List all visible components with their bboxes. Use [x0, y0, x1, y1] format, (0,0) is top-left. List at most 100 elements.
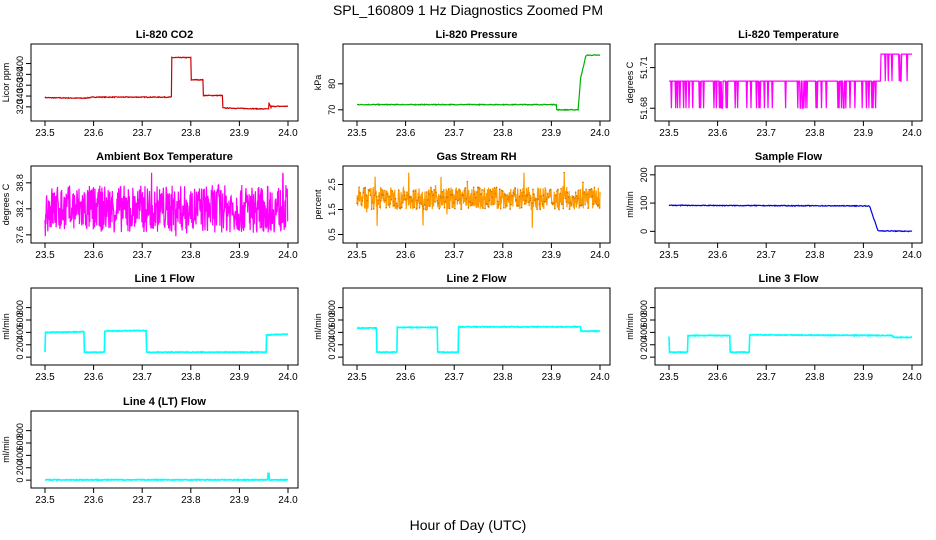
data-point: [484, 207, 486, 210]
data-point: [506, 204, 508, 207]
x-tick-label: 23.6: [708, 372, 728, 383]
y-axis-label: percent: [313, 189, 323, 220]
series-line: [669, 53, 912, 109]
data-point: [458, 188, 460, 191]
x-tick-label: 23.7: [756, 128, 776, 139]
data-point: [483, 190, 485, 192]
y-tick-label: 400: [15, 448, 25, 463]
data-point: [541, 203, 544, 205]
data-point: [438, 207, 441, 210]
data-point: [595, 203, 598, 205]
data-point: [357, 197, 359, 200]
data-point: [365, 194, 368, 196]
data-point: [390, 198, 393, 201]
data-point: [532, 188, 534, 191]
data-point: [362, 191, 365, 194]
data-point: [407, 193, 409, 196]
y-tick-label: 600: [15, 435, 25, 450]
data-point: [486, 203, 488, 205]
data-point: [435, 191, 437, 194]
x-tick-label: 23.6: [84, 372, 104, 383]
data-point: [388, 195, 391, 198]
x-tick-label: 24.0: [278, 250, 298, 261]
data-point: [389, 202, 392, 205]
data-point: [429, 205, 431, 207]
data-point: [396, 204, 399, 207]
data-point: [385, 206, 387, 209]
data-point: [567, 196, 570, 198]
subplot: Line 1 Flow 23.5 23.6 23.7 23.8 23.9 24.0 0 2004…: [1, 273, 299, 383]
subplot-title: Line 4 (LT) Flow: [123, 396, 206, 408]
data-point: [508, 196, 510, 198]
x-tick-label: 23.7: [132, 250, 152, 261]
data-point: [417, 196, 420, 199]
figure-title: SPL_160809 1 Hz Diagnostics Zoomed PM: [332, 2, 604, 18]
data-point: [529, 199, 531, 202]
subplot-title: Gas Stream RH: [436, 151, 516, 163]
data-point: [585, 188, 587, 191]
x-tick-label: 24.0: [278, 495, 298, 506]
data-point: [382, 194, 384, 196]
x-tick-label: 23.6: [396, 372, 416, 383]
data-point: [524, 199, 527, 202]
data-point: [536, 208, 538, 211]
data-point: [583, 192, 585, 194]
data-point: [525, 195, 528, 197]
x-tick-label: 24.0: [590, 372, 610, 383]
data-point: [473, 193, 476, 196]
data-point: [411, 200, 413, 202]
data-point: [559, 192, 561, 195]
subplot-title: Li-820 Temperature: [738, 29, 839, 41]
data-point: [439, 195, 442, 198]
plot-frame: [342, 43, 611, 122]
data-point: [431, 190, 433, 193]
data-point: [481, 189, 483, 191]
data-point: [475, 191, 478, 193]
data-point: [548, 189, 551, 192]
x-tick-label: 24.0: [590, 250, 610, 261]
subplot: Li-820 Pressure 23.5 23.6 23.7 23.8 23.9 24.0 7…: [313, 29, 611, 139]
subplot: Li-820 CO2 23.5 23.6 23.7 23.8 23.9 24.0 320340…: [1, 29, 299, 139]
y-tick-label: 200: [639, 337, 649, 352]
plot-frame: [342, 287, 611, 366]
data-point: [443, 206, 446, 209]
y-tick-label: 80: [327, 79, 337, 89]
data-point: [576, 197, 579, 200]
data-point: [400, 206, 403, 209]
data-point: [405, 198, 407, 200]
x-tick-label: 23.5: [35, 250, 55, 261]
subplot-title: Ambient Box Temperature: [96, 151, 233, 163]
data-point: [574, 191, 577, 193]
data-point: [436, 199, 438, 202]
data-point: [404, 194, 406, 197]
data-point: [558, 208, 560, 211]
data-point: [464, 187, 467, 190]
x-tick-label: 23.5: [35, 495, 55, 506]
y-tick-label: 800: [15, 300, 25, 315]
x-tick-label: 24.0: [902, 128, 922, 139]
data-point: [358, 186, 360, 189]
data-point: [566, 191, 569, 194]
data-point: [427, 199, 429, 201]
data-point: [434, 201, 436, 203]
data-point: [419, 202, 422, 204]
data-point: [440, 197, 443, 199]
data-point: [369, 194, 372, 196]
data-point: [505, 194, 507, 197]
y-tick-label: 200: [15, 460, 25, 475]
x-tick-label: 23.9: [230, 495, 250, 506]
x-tick-label: 24.0: [590, 128, 610, 139]
y-tick-label: 600: [15, 312, 25, 327]
data-point: [373, 194, 376, 197]
data-point: [378, 195, 380, 197]
subplot-title: Sample Flow: [755, 151, 823, 163]
data-point: [542, 194, 545, 197]
data-point: [361, 199, 364, 202]
y-tick-label: 600: [327, 312, 337, 327]
data-point: [497, 203, 500, 206]
data-point: [513, 193, 516, 196]
series-line: [357, 54, 601, 112]
x-tick-label: 23.5: [659, 128, 679, 139]
data-point: [522, 191, 525, 194]
